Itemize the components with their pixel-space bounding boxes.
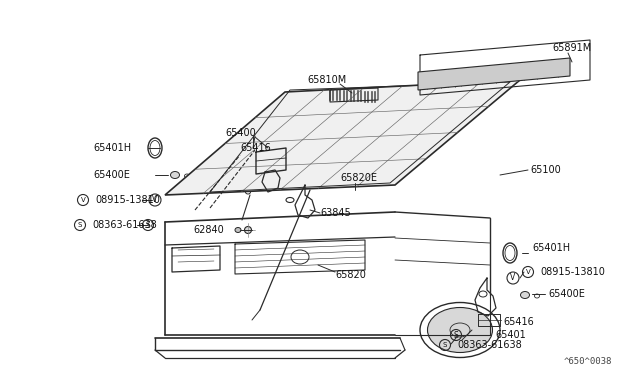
- Text: 65401: 65401: [495, 330, 525, 340]
- Text: 08363-61638: 08363-61638: [92, 220, 157, 230]
- Text: 65401H: 65401H: [93, 143, 131, 153]
- Text: 65400E: 65400E: [93, 170, 130, 180]
- Text: V: V: [81, 197, 85, 203]
- Text: 63845: 63845: [320, 208, 351, 218]
- Polygon shape: [165, 80, 520, 195]
- Text: ^650^0038: ^650^0038: [564, 357, 612, 366]
- Ellipse shape: [268, 174, 276, 180]
- Ellipse shape: [428, 308, 493, 353]
- Text: 65820: 65820: [335, 270, 366, 280]
- Text: V: V: [525, 269, 531, 275]
- Polygon shape: [418, 58, 570, 90]
- Text: V: V: [510, 273, 516, 282]
- Text: 65400: 65400: [225, 128, 256, 138]
- Text: 08915-13810: 08915-13810: [540, 267, 605, 277]
- Text: S: S: [78, 222, 82, 228]
- Ellipse shape: [170, 171, 179, 179]
- Text: 65416: 65416: [503, 317, 534, 327]
- Text: 62840: 62840: [193, 225, 224, 235]
- Text: S: S: [454, 330, 458, 340]
- Text: 65810M: 65810M: [307, 75, 346, 85]
- Ellipse shape: [520, 292, 529, 298]
- Text: 08915-13810: 08915-13810: [95, 195, 160, 205]
- Text: 65401H: 65401H: [532, 243, 570, 253]
- Text: 08363-61638: 08363-61638: [457, 340, 522, 350]
- Text: S: S: [443, 342, 447, 348]
- Text: S: S: [146, 221, 150, 230]
- Ellipse shape: [244, 227, 252, 234]
- Text: V: V: [152, 196, 157, 205]
- Text: 65416: 65416: [240, 143, 271, 153]
- Ellipse shape: [235, 228, 241, 232]
- Text: 65891M: 65891M: [552, 43, 591, 53]
- Text: 65100: 65100: [530, 165, 561, 175]
- Text: 65400E: 65400E: [548, 289, 585, 299]
- Text: 65820E: 65820E: [340, 173, 377, 183]
